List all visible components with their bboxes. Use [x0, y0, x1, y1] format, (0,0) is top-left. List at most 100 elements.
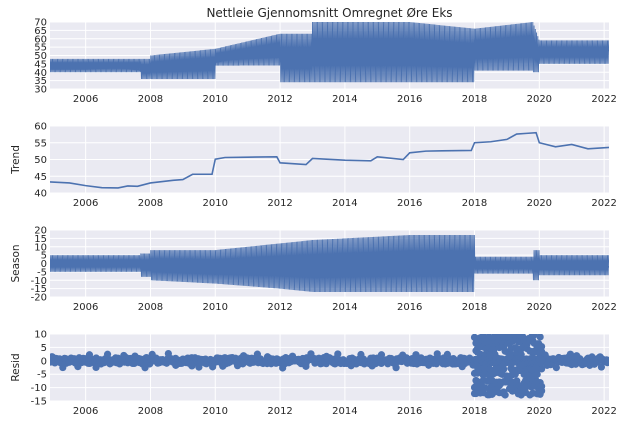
x-tick-label: 2016 [397, 198, 422, 209]
y-tick-label: 60 [34, 34, 47, 45]
resid-point [543, 361, 551, 369]
x-tick-label: 2022 [591, 302, 616, 313]
x-tick-label: 2010 [203, 302, 228, 313]
x-tick-label: 2020 [527, 302, 552, 313]
y-tick-label: -20 [31, 293, 47, 304]
resid-point [368, 362, 376, 370]
chart-title: Nettleie Gjennomsnitt Omregnet Øre Eks [206, 6, 452, 20]
y-tick-label: 10 [34, 242, 47, 253]
resid-point [279, 364, 287, 372]
y-tick-label: -10 [31, 383, 47, 394]
x-tick-label: 2014 [332, 198, 357, 209]
resid-point [85, 351, 94, 359]
x-tick-label: 2008 [138, 406, 163, 417]
resid-point [499, 362, 507, 370]
resid-point [538, 382, 546, 390]
x-tick-label: 2016 [397, 302, 422, 313]
x-tick-label: 2016 [397, 94, 422, 105]
series-line-1 [50, 259, 609, 270]
y-tick-label: 5 [41, 251, 47, 262]
x-tick-label: 2008 [138, 94, 163, 105]
resid-point [92, 363, 100, 372]
x-tick-label: 2010 [203, 406, 228, 417]
resid-point [538, 365, 546, 373]
resid-point [141, 364, 149, 372]
resid-point [443, 350, 451, 358]
resid-point [322, 352, 331, 360]
x-tick-label: 2012 [267, 406, 292, 417]
resid-point [399, 351, 407, 359]
x-tick-label: 2018 [462, 198, 487, 209]
resid-point [573, 352, 581, 360]
y-tick-label: 60 [34, 122, 47, 133]
x-tick-label: 2014 [332, 94, 357, 105]
resid-point [334, 350, 342, 358]
resid-point [172, 361, 180, 369]
x-tick-label: 2006 [73, 406, 98, 417]
y-tick-label: 40 [34, 189, 47, 200]
y-tick-label: 65 [34, 26, 47, 37]
y-tick-label: 10 [34, 330, 47, 341]
resid-point [209, 363, 217, 371]
resid-point [307, 350, 315, 358]
x-tick-label: 2008 [138, 302, 163, 313]
y-tick-label: 70 [34, 18, 47, 29]
x-tick-label: 2018 [462, 406, 487, 417]
y-tick-label: 0 [41, 356, 47, 367]
y-tick-label: -10 [31, 276, 47, 287]
resid-point [188, 362, 196, 370]
plot-area [50, 235, 609, 292]
resid-point [458, 363, 466, 371]
panel-1: 40 45 50 55 60 2006 2008 2010 2012 2014 2016 2018 20… [10, 122, 617, 210]
y-tick-label: 30 [34, 85, 47, 96]
x-tick-label: 2012 [267, 198, 292, 209]
series-band-0 [50, 22, 609, 83]
x-tick-label: 2018 [462, 302, 487, 313]
series-points-0 [50, 349, 478, 372]
resid-point [538, 342, 546, 351]
y-tick-label: -15 [31, 284, 47, 295]
resid-point [538, 356, 546, 364]
y-tick-label: 15 [34, 234, 47, 245]
resid-point [433, 350, 441, 358]
series-line-0 [50, 131, 609, 189]
x-tick-label: 2006 [73, 198, 98, 209]
x-tick-label: 2014 [332, 406, 357, 417]
x-tick-label: 2022 [591, 94, 616, 105]
resid-point [392, 364, 400, 372]
resid-point [288, 352, 297, 360]
y-tick-label: 20 [34, 226, 47, 237]
x-tick-label: 2022 [591, 406, 616, 417]
y-tick-label: 40 [34, 68, 47, 79]
resid-point [425, 361, 433, 369]
resid-point [253, 350, 261, 358]
panel-3: -15 -10 -5 0 5 10 2006 2008 2010 2012 2014 2016 2018… [10, 330, 617, 418]
y-tick-label: 5 [41, 343, 47, 354]
series-points-3 [470, 351, 551, 372]
resid-point [532, 364, 540, 372]
y-tick-label: 0 [41, 259, 47, 270]
x-tick-label: 2008 [138, 198, 163, 209]
resid-point [412, 351, 420, 359]
plot-area [50, 131, 609, 189]
resid-point [239, 352, 248, 360]
resid-point [302, 362, 310, 370]
resid-point [517, 361, 525, 369]
x-tick-label: 2010 [203, 94, 228, 105]
resid-point [536, 334, 544, 341]
x-tick-label: 2020 [527, 198, 552, 209]
resid-point [473, 362, 481, 371]
resid-point [195, 363, 203, 371]
resid-point [501, 391, 509, 399]
x-tick-label: 2020 [527, 94, 552, 105]
y-tick-label: 55 [34, 43, 47, 54]
resid-point [219, 362, 227, 370]
resid-point [604, 356, 609, 364]
resid-point [233, 362, 242, 370]
plot-area [50, 334, 609, 399]
resid-point [50, 353, 56, 361]
x-tick-label: 2006 [73, 94, 98, 105]
x-tick-label: 2012 [267, 94, 292, 105]
